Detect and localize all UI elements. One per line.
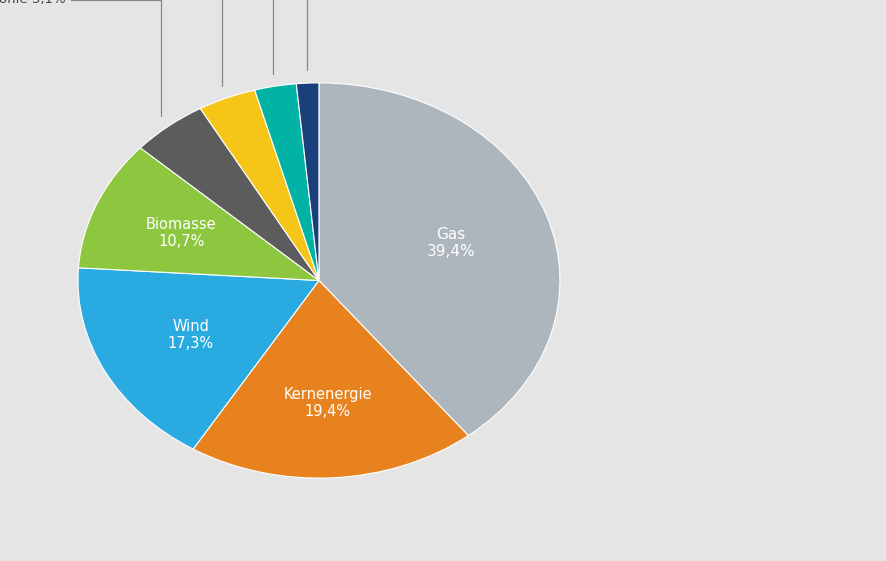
- Text: Gas
39,4%: Gas 39,4%: [427, 227, 475, 259]
- Wedge shape: [319, 83, 560, 435]
- Wedge shape: [254, 84, 319, 280]
- Wedge shape: [200, 90, 319, 280]
- Text: Wind
17,3%: Wind 17,3%: [167, 319, 214, 351]
- Text: Solarenergie 3,9%: Solarenergie 3,9%: [0, 0, 222, 86]
- Text: Andere 2,8%: Andere 2,8%: [273, 0, 593, 73]
- Wedge shape: [193, 280, 469, 478]
- Wedge shape: [78, 268, 319, 449]
- Text: Kohle 5,1%: Kohle 5,1%: [0, 0, 161, 116]
- Wedge shape: [296, 83, 319, 280]
- Text: Wasser 1,5%: Wasser 1,5%: [307, 0, 545, 71]
- Text: Kernenergie
19,4%: Kernenergie 19,4%: [284, 387, 372, 419]
- Wedge shape: [79, 148, 319, 280]
- Text: Biomasse
10,7%: Biomasse 10,7%: [146, 217, 217, 249]
- Wedge shape: [140, 108, 319, 280]
